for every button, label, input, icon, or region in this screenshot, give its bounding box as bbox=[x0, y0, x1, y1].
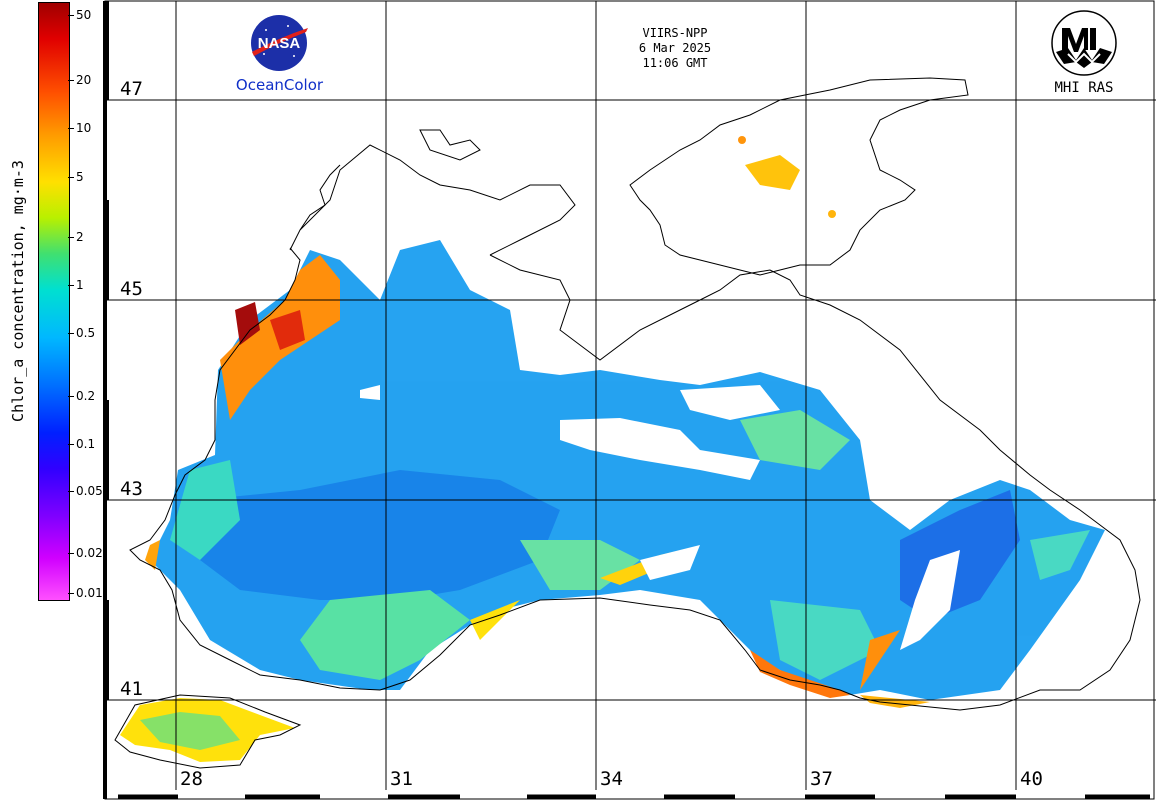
lat-label-47: 47 bbox=[120, 78, 143, 100]
colorbar-tick-mark bbox=[68, 444, 74, 445]
colorbar bbox=[38, 2, 70, 601]
mhi-ras-logo bbox=[1051, 10, 1117, 76]
colorbar-tick-label: 0.05 bbox=[76, 484, 103, 498]
colorbar-tick-mark bbox=[68, 128, 74, 129]
sensor-info: VIIRS-NPP 6 Mar 2025 11:06 GMT bbox=[615, 26, 735, 71]
colorbar-tick-label: 0.2 bbox=[76, 389, 96, 403]
lon-label-40: 40 bbox=[1020, 768, 1043, 790]
colorbar-tick-label: 0.02 bbox=[76, 546, 103, 560]
colorbar-tick-mark bbox=[68, 333, 74, 334]
lat-label-45: 45 bbox=[120, 278, 143, 300]
azov-coast bbox=[629, 77, 969, 276]
colorbar-tick-label: 0.1 bbox=[76, 437, 96, 451]
colorbar-tick-mark bbox=[68, 396, 74, 397]
mhi-ras-label: MHI RAS bbox=[1054, 80, 1114, 96]
lat-label-41: 41 bbox=[120, 678, 143, 700]
colorbar-tick-label: 10 bbox=[76, 121, 92, 135]
coastline bbox=[114, 77, 1141, 769]
colorbar-tick-mark bbox=[68, 285, 74, 286]
lat-label-43: 43 bbox=[120, 478, 143, 500]
lon-label-37: 37 bbox=[810, 768, 833, 790]
colorbar-tick-label: 0.01 bbox=[76, 586, 103, 600]
colorbar-tick-label: 5 bbox=[76, 170, 84, 184]
marmara-coast bbox=[114, 694, 302, 769]
colorbar-tick-label: 20 bbox=[76, 73, 92, 87]
oceancolor-label: OceanColor bbox=[235, 76, 324, 94]
colorbar-tick-mark bbox=[68, 80, 74, 81]
image-date: 6 Mar 2025 bbox=[638, 41, 712, 55]
nasa-logo: NASA bbox=[251, 15, 308, 71]
sea-surface bbox=[120, 136, 1105, 762]
central-low-chl bbox=[200, 470, 560, 600]
graticule bbox=[105, 1, 1156, 790]
colorbar-tick-label: 1 bbox=[76, 278, 84, 292]
nasa-badge-text: NASA bbox=[258, 35, 301, 52]
colorbar-tick-label: 2 bbox=[76, 230, 84, 244]
image-time: 11:06 GMT bbox=[642, 56, 708, 70]
crimea-coast bbox=[289, 144, 576, 256]
colorbar-tick-label: 50 bbox=[76, 8, 92, 22]
colorbar-tick-label: 0.5 bbox=[76, 326, 96, 340]
sensor-name: VIIRS-NPP bbox=[642, 26, 708, 40]
colorbar-tick-mark bbox=[68, 491, 74, 492]
colorbar-tick-mark bbox=[68, 15, 74, 16]
colorbar-tick-mark bbox=[68, 237, 74, 238]
lon-label-34: 34 bbox=[600, 768, 623, 790]
colorbar-tick-mark bbox=[68, 177, 74, 178]
lon-label-28: 28 bbox=[180, 768, 203, 790]
lon-label-31: 31 bbox=[390, 768, 413, 790]
colorbar-tick-mark bbox=[68, 593, 74, 594]
colorbar-tick-mark bbox=[68, 553, 74, 554]
